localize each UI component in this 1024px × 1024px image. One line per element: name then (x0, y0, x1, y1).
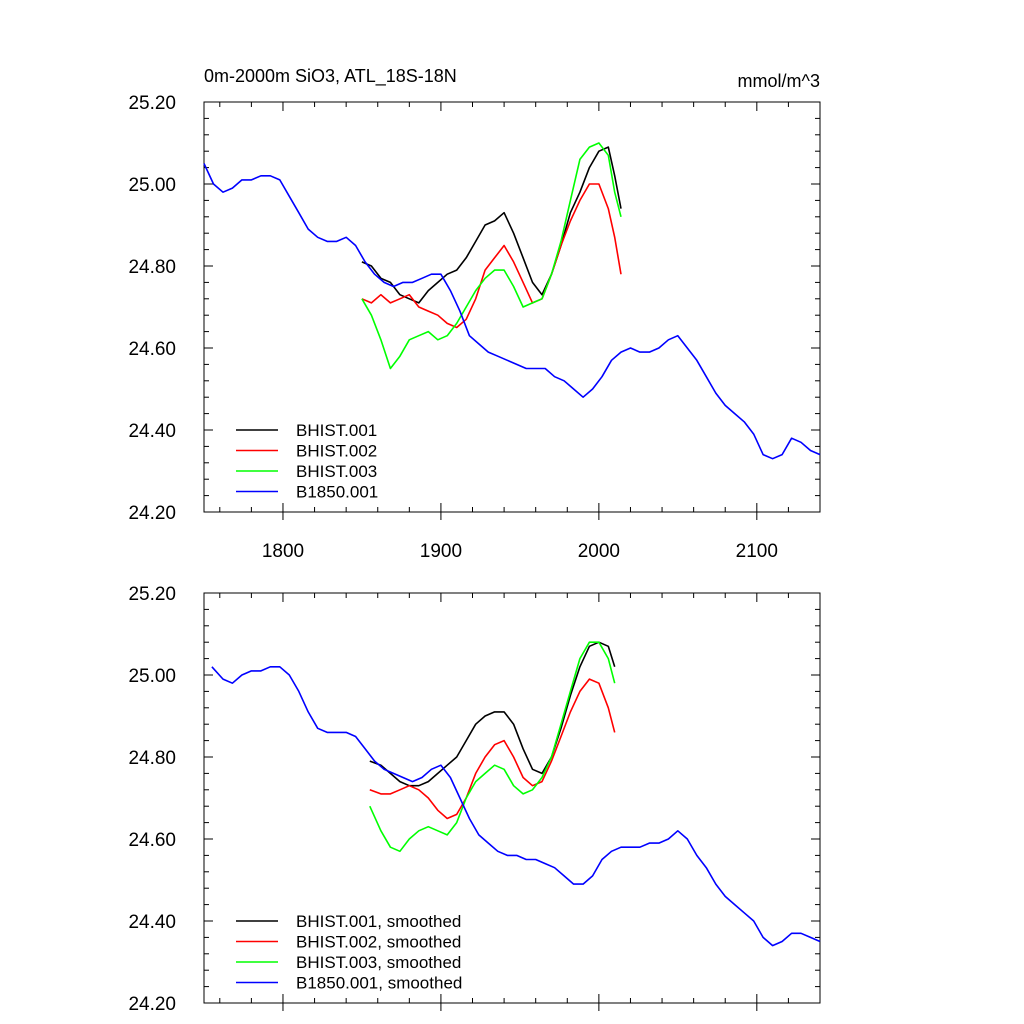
y-tick-label: 25.20 (128, 584, 176, 605)
y-tick-label: 25.00 (128, 175, 176, 196)
series-line-bhist-002 (361, 183, 622, 329)
y-tick-label: 25.20 (128, 93, 176, 114)
legend-label: BHIST.003, smoothed (296, 953, 461, 972)
x-tick-label: 2100 (736, 541, 778, 562)
legend-label: B1850.001 (296, 483, 378, 502)
legend-label: B1850.001, smoothed (296, 974, 462, 993)
series-line-b1850-001-smoothed (211, 665, 821, 947)
legend-label: BHIST.002 (296, 442, 377, 461)
series-line-bhist-001 (361, 146, 622, 304)
x-tick-label: 1800 (262, 541, 304, 562)
y-tick-label: 24.80 (128, 748, 176, 769)
y-tick-label: 24.20 (128, 503, 176, 524)
legend-label: BHIST.001, smoothed (296, 912, 461, 931)
series-line-bhist-002-smoothed (369, 678, 616, 820)
units-label: mmol/m^3 (738, 71, 820, 91)
y-tick-label: 24.80 (128, 257, 176, 278)
series-line-bhist-001-smoothed (369, 641, 616, 787)
series-line-b1850-001 (203, 163, 821, 460)
x-tick-label: 2000 (578, 541, 620, 562)
x-tick-label: 1900 (420, 541, 462, 562)
chart-title: 0m-2000m SiO3, ATL_18S-18N (204, 66, 457, 87)
legend-label: BHIST.002, smoothed (296, 933, 461, 952)
top-panel: 24.20 24.40 24.60 24.80 25.00 25.20 1800 1900 20… (128, 93, 821, 562)
y-tick-label: 24.40 (128, 912, 176, 933)
y-tick-label: 24.60 (128, 830, 176, 851)
legend-label: BHIST.003 (296, 462, 377, 481)
plot-frame (203, 101, 821, 513)
y-tick-label: 24.60 (128, 339, 176, 360)
plot-frame (203, 592, 821, 1004)
bottom-panel: 24.20 24.40 24.60 24.80 25.00 25.20 BHIST.001,… (128, 584, 821, 1015)
y-tick-label: 25.00 (128, 666, 176, 687)
y-tick-label: 24.20 (128, 994, 176, 1015)
legend-label: BHIST.001 (296, 421, 377, 440)
y-tick-label: 24.40 (128, 421, 176, 442)
series-line-bhist-003-smoothed (369, 641, 616, 853)
series-line-bhist-003 (361, 142, 622, 370)
